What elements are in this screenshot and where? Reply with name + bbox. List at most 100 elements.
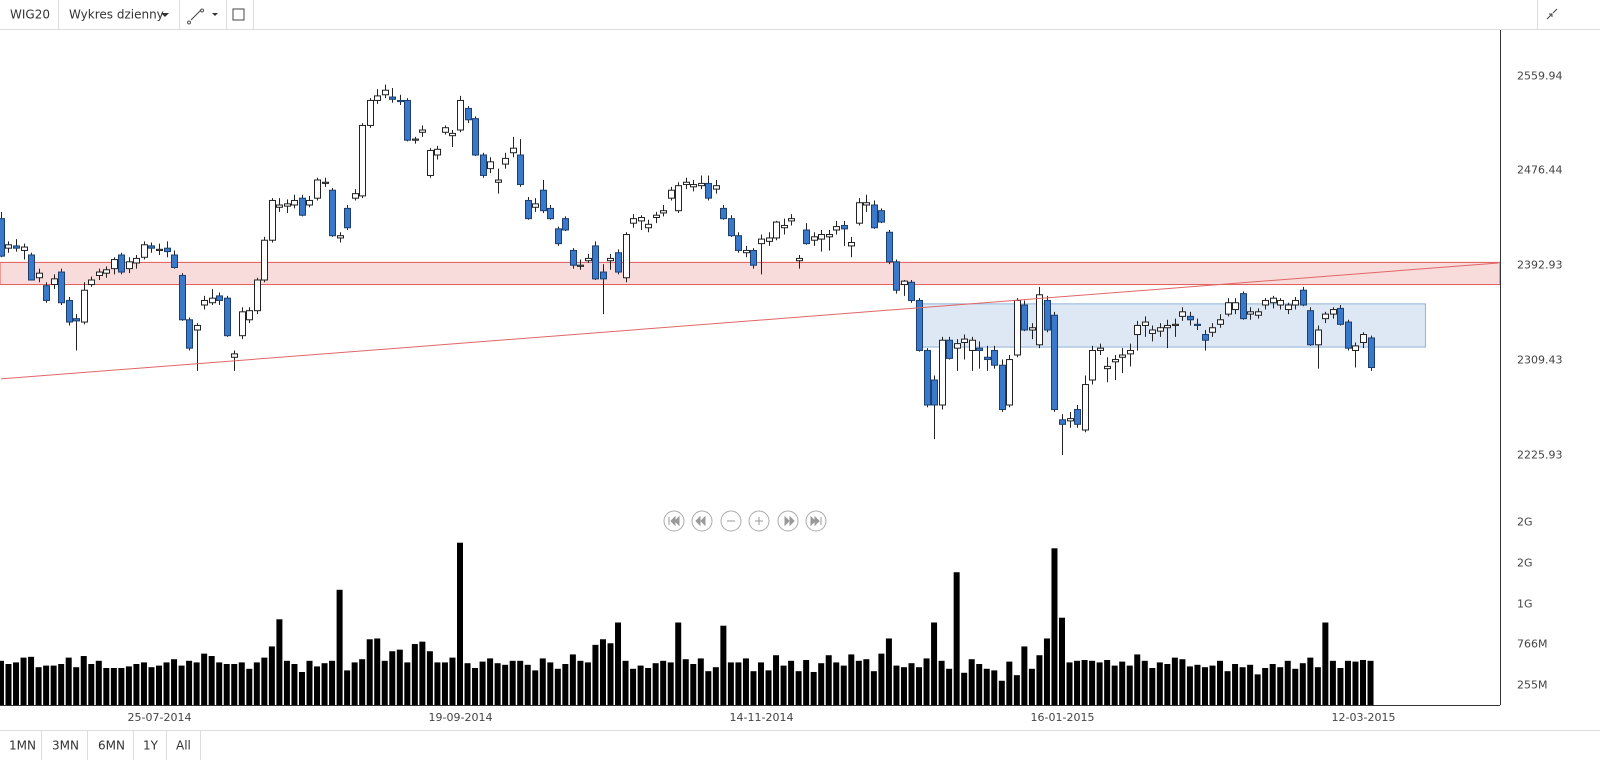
candle-body bbox=[389, 96, 396, 100]
volume-bar bbox=[938, 660, 945, 705]
volume-bar bbox=[193, 662, 200, 705]
candle-body bbox=[1194, 323, 1201, 326]
candle-body bbox=[592, 245, 599, 280]
candle-body bbox=[615, 252, 622, 273]
candle-body bbox=[984, 356, 991, 361]
candle-body bbox=[750, 249, 757, 266]
volume-bar bbox=[946, 668, 953, 705]
volume-bar bbox=[818, 663, 825, 705]
volume-tick-label: 1G bbox=[1517, 598, 1533, 611]
candle-body bbox=[404, 99, 411, 141]
range-button[interactable]: 1MN bbox=[9, 739, 36, 753]
candle-body bbox=[36, 272, 43, 279]
volume-bar bbox=[186, 660, 193, 705]
candle-body bbox=[261, 239, 268, 281]
candle-body bbox=[893, 261, 900, 291]
candle-body bbox=[532, 203, 539, 208]
volume-bar bbox=[351, 662, 358, 705]
volume-bar bbox=[464, 663, 471, 705]
volume-bar bbox=[125, 666, 132, 705]
volume-bar bbox=[223, 664, 230, 705]
candle-body bbox=[683, 181, 690, 186]
volume-bar bbox=[885, 638, 892, 705]
range-button[interactable]: All bbox=[176, 739, 191, 753]
volume-bar bbox=[637, 665, 644, 705]
volume-bar bbox=[562, 664, 569, 705]
volume-bar bbox=[73, 667, 80, 705]
volume-bar bbox=[441, 662, 448, 705]
volume-bar bbox=[893, 665, 900, 705]
candle-body bbox=[788, 218, 795, 222]
collapse-icon[interactable] bbox=[1546, 8, 1558, 20]
candle-body bbox=[878, 210, 885, 223]
candle-body bbox=[495, 179, 502, 183]
interval-selector[interactable]: Wykres dzienny bbox=[69, 8, 164, 22]
candle-body bbox=[1067, 418, 1074, 422]
candle-body bbox=[465, 107, 472, 121]
candle-body bbox=[194, 324, 201, 331]
candle-body bbox=[630, 218, 637, 224]
volume-bar bbox=[359, 659, 366, 705]
candle-body bbox=[1368, 337, 1375, 369]
dropdown-arrow[interactable] bbox=[161, 13, 169, 17]
range-button[interactable]: 6MN bbox=[98, 739, 125, 753]
candle-body bbox=[698, 182, 705, 187]
candle-body bbox=[1352, 345, 1359, 351]
volume-bar bbox=[1262, 667, 1269, 705]
volume-bar bbox=[607, 643, 614, 705]
candle-body bbox=[209, 297, 216, 304]
volume-bar bbox=[1081, 660, 1088, 705]
candle-body bbox=[284, 203, 291, 207]
volume-bar bbox=[381, 660, 388, 705]
volume-bar bbox=[95, 660, 102, 705]
candle-body bbox=[81, 289, 88, 323]
candle-body bbox=[653, 214, 660, 219]
candle-body bbox=[1021, 304, 1028, 331]
volume-bar bbox=[216, 662, 223, 705]
volume-bar bbox=[1239, 667, 1246, 705]
candle-body bbox=[570, 249, 577, 266]
candle-body bbox=[1036, 294, 1043, 346]
volume-bar bbox=[1013, 675, 1020, 705]
x-tick-label: 25-07-2014 bbox=[128, 711, 192, 724]
candle-body bbox=[1337, 307, 1344, 325]
volume-bar bbox=[5, 664, 12, 705]
volume-bar bbox=[908, 663, 915, 705]
volume-bar bbox=[231, 664, 238, 705]
candle-body bbox=[758, 238, 765, 245]
candle-body bbox=[1142, 321, 1149, 326]
volume-bar bbox=[750, 671, 757, 705]
draw-tool-icon[interactable] bbox=[187, 8, 204, 25]
volume-tick-label: 766M bbox=[1517, 638, 1548, 651]
candle-body bbox=[1255, 311, 1262, 316]
candle-body bbox=[21, 246, 28, 251]
volume-bar bbox=[690, 664, 697, 705]
candle-body bbox=[1157, 327, 1164, 332]
candle-body bbox=[156, 248, 163, 251]
candle-body bbox=[1307, 310, 1314, 346]
volume-bar bbox=[803, 660, 810, 705]
volume-bar bbox=[976, 664, 983, 705]
range-button[interactable]: 1Y bbox=[143, 739, 159, 753]
candle-body bbox=[743, 249, 750, 254]
candle-body bbox=[841, 224, 848, 230]
range-button[interactable]: 3MN bbox=[52, 739, 79, 753]
shape-tool-icon[interactable] bbox=[232, 8, 245, 21]
candle-body bbox=[728, 218, 735, 237]
volume-bar bbox=[1277, 667, 1284, 705]
volume-bar bbox=[953, 572, 960, 705]
volume-bar bbox=[998, 680, 1005, 705]
volume-bar bbox=[58, 664, 65, 705]
candle-body bbox=[374, 95, 381, 101]
volume-tick-label: 2G bbox=[1517, 516, 1533, 529]
candle-body bbox=[600, 271, 607, 280]
volume-bar bbox=[1006, 661, 1013, 705]
symbol[interactable]: WIG20 bbox=[10, 8, 50, 22]
candle-body bbox=[487, 161, 494, 170]
candle-body bbox=[344, 207, 351, 229]
candle-body bbox=[148, 245, 155, 249]
volume-bar bbox=[1021, 646, 1028, 705]
candle-body bbox=[863, 202, 870, 206]
dropdown-arrow[interactable] bbox=[212, 13, 218, 16]
